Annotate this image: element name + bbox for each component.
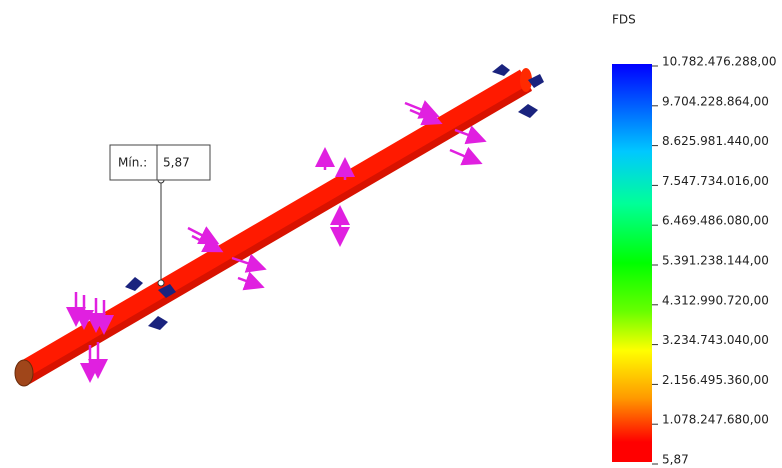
- legend-label: 6.469.486.080,00: [662, 214, 769, 228]
- annotation-value: 5,87: [163, 156, 190, 170]
- annotation-label: Mín.:: [118, 156, 147, 170]
- legend-label: 1.078.247.680,00: [662, 413, 769, 427]
- beam: [15, 68, 532, 386]
- legend-labels: 10.782.476.288,00 9.704.228.864,00 8.625.9…: [652, 55, 777, 467]
- legend-label: 5,87: [662, 453, 689, 467]
- legend-label: 9.704.228.864,00: [662, 94, 769, 108]
- legend-label: 2.156.495.360,00: [662, 373, 769, 387]
- legend-label: 5.391.238.144,00: [662, 254, 769, 268]
- legend-label: 8.625.981.440,00: [662, 134, 769, 148]
- color-bar: [612, 64, 652, 462]
- legend-title: FDS: [612, 13, 636, 27]
- legend-label: 3.234.743.040,00: [662, 333, 769, 347]
- legend-label: 10.782.476.288,00: [662, 55, 777, 69]
- legend-label: 7.547.734.016,00: [662, 174, 769, 188]
- legend-label: 4.312.990.720,00: [662, 293, 769, 307]
- simulation-view: Mín.: 5,87 FDS 10.782.476.288,00 9.704.22…: [0, 0, 782, 468]
